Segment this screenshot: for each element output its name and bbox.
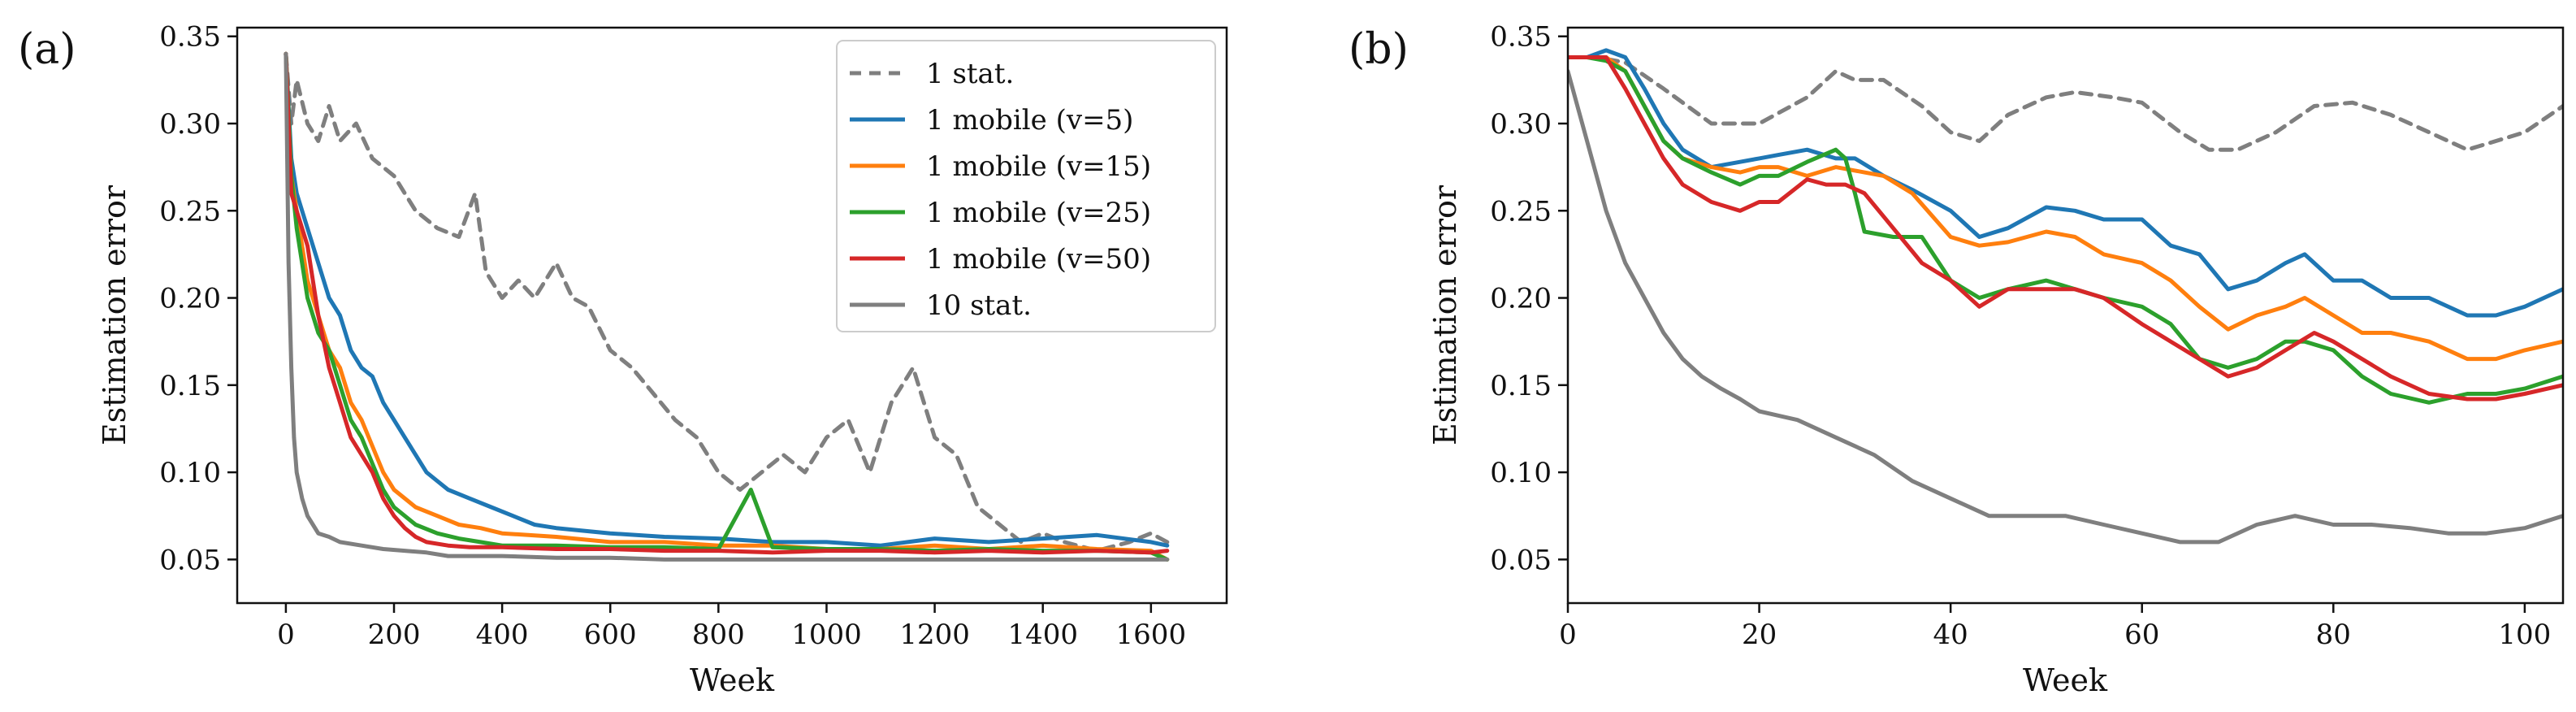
panel-a-x-tick-label: 0	[277, 619, 295, 651]
panel-b-plot-area	[1568, 48, 2563, 545]
panel-a-y-tick-label: 0.15	[159, 370, 221, 402]
panel-a-y-tick-label: 0.35	[159, 21, 221, 54]
legend: 1 stat. 1 mobile (v=5) 1 mobile (v=15) 1 mo…	[836, 40, 1216, 332]
panel-b-y-tick-label: 0.35	[1490, 21, 1552, 54]
panel-a-x-ticks: 0 200 400 600 800 1000 1200 1400 1600	[277, 603, 1186, 651]
panel-b-series-1-mobile-v-25-	[1568, 55, 2563, 405]
legend-label: 1 mobile (v=25)	[926, 197, 1151, 229]
panel-a: (a) 0 200 400 600 800 1000 1200 1400 1600 0.050.…	[18, 21, 1228, 698]
panel-a-y-tick-label: 0.10	[159, 457, 221, 489]
panel-a-plot-area	[284, 51, 1170, 562]
panel-a-series-1-mobile-v-50-	[284, 51, 1170, 555]
panel-b-x-tick-label: 100	[2498, 619, 2551, 651]
panel-a-x-tick-label: 400	[476, 619, 529, 651]
legend-box	[836, 40, 1216, 332]
panel-b-y-tick-label: 0.15	[1490, 370, 1552, 402]
panel-b-x-tick-label: 60	[2124, 619, 2159, 651]
panel-a-x-label: Week	[690, 662, 775, 698]
panel-b-x-tick-label: 80	[2316, 619, 2351, 651]
panel-b-y-tick-label: 0.20	[1490, 283, 1552, 315]
panel-b-y-tick-label: 0.10	[1490, 457, 1552, 489]
panel-a-frame	[236, 26, 1228, 605]
panel-a-series-1-mobile-v-5-	[284, 51, 1170, 548]
panel-a-x-tick-label: 1000	[791, 619, 862, 651]
panel-b-x-ticks: 0 20 40 60 80 100	[1559, 603, 2551, 651]
panel-b-x-tick-label: 40	[1933, 619, 1968, 651]
legend-label: 1 mobile (v=50)	[926, 243, 1151, 276]
legend-label: 1 stat.	[926, 58, 1014, 90]
panel-a-series-10-stat-	[284, 51, 1170, 562]
panel-b-y-tick-label: 0.25	[1490, 195, 1552, 228]
panel-b-series-1-mobile-v-5-	[1568, 48, 2563, 318]
panel-b-x-tick-label: 20	[1742, 619, 1777, 651]
panel-a-x-tick-label: 800	[692, 619, 745, 651]
panel-a-label: (a)	[18, 25, 76, 74]
panel-a-y-tick-label: 0.20	[159, 283, 221, 315]
legend-label: 1 mobile (v=5)	[926, 104, 1133, 137]
panel-a-x-tick-label: 200	[368, 619, 421, 651]
panel-a-y-label: Estimation error	[97, 185, 132, 445]
panel-b: (b) 0 20 40 60 80 100 0.05 0.10 0.15 0.20 0.25 0.3…	[1349, 21, 2565, 698]
panel-b-series-10-stat-	[1568, 69, 2563, 545]
panel-a-y-tick-label: 0.30	[159, 108, 221, 141]
panel-b-frame	[1566, 26, 2565, 605]
panel-a-x-tick-label: 1200	[899, 619, 970, 651]
panel-b-x-tick-label: 0	[1559, 619, 1577, 651]
legend-label: 10 stat.	[926, 289, 1032, 322]
legend-items: 1 stat. 1 mobile (v=5) 1 mobile (v=15) 1 mo…	[850, 58, 1151, 322]
panel-b-x-label: Week	[2023, 662, 2108, 698]
panel-a-y-tick-label: 0.05	[159, 544, 221, 576]
panel-a-x-tick-label: 1400	[1007, 619, 1078, 651]
panel-b-series-1-mobile-v-50-	[1568, 55, 2563, 402]
panel-a-y-ticks: 0.05 0.10 0.15 0.20 0.25 0.30 0.35	[159, 21, 237, 576]
panel-a-y-tick-label: 0.25	[159, 195, 221, 228]
panel-b-y-tick-label: 0.05	[1490, 544, 1552, 576]
panel-a-x-tick-label: 600	[584, 619, 637, 651]
panel-b-y-label: Estimation error	[1427, 185, 1463, 445]
panel-b-y-tick-label: 0.30	[1490, 108, 1552, 141]
panel-b-label: (b)	[1349, 25, 1409, 74]
panel-a-series-1-stat-	[284, 51, 1170, 554]
panel-b-y-ticks: 0.05 0.10 0.15 0.20 0.25 0.30 0.35	[1490, 21, 1568, 576]
panel-a-x-tick-label: 1600	[1116, 619, 1187, 651]
legend-label: 1 mobile (v=15)	[926, 150, 1151, 183]
panel-b-series-1-stat-	[1568, 55, 2563, 152]
